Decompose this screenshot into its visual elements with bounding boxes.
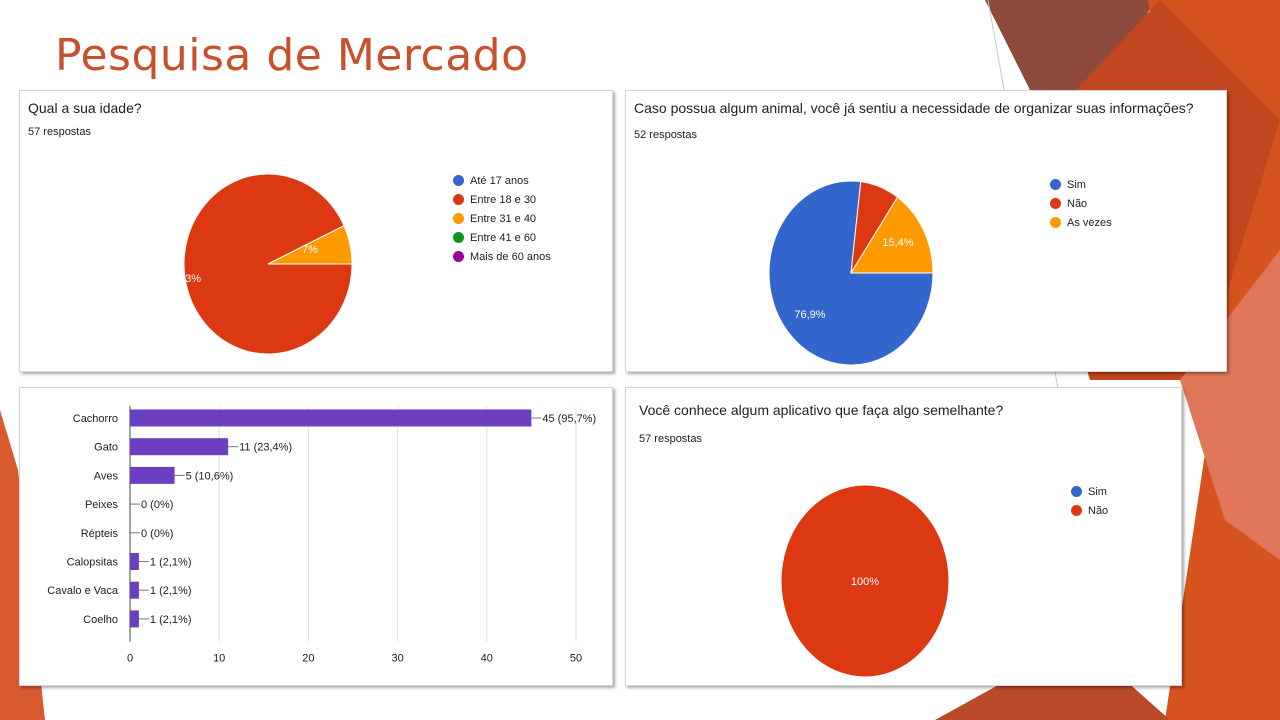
bar-coelho [130,610,139,628]
organize-legend-swatch [1050,198,1061,209]
organize-legend: Sim Não As vezes [1050,175,1112,232]
age-legend-item-ate-17-anos: Até 17 anos [453,171,551,190]
app-slice-label-nao: 100% [851,576,879,588]
organize-slice-label-as-vezes: 15,4% [882,237,913,249]
app-slice-nao [780,484,950,678]
age-pie-slices: 93% 7% [179,173,353,355]
organize-legend-item-nao: Não [1050,194,1112,213]
app-response-count: 57 respostas [639,433,702,445]
bar-x-tick-label: 0 [127,653,133,665]
age-legend-swatch [453,213,464,224]
bar-category-label-calopsitas: Calopsitas [67,557,119,569]
age-slice-label-entre-31-e-40: 7% [302,244,318,256]
organize-legend-label: Não [1067,197,1088,210]
bar-x-tick-label: 50 [570,653,582,665]
bar-x-tick-label: 30 [391,653,403,665]
age-legend-label: Mais de 60 anos [470,250,551,263]
age-chart-card: Qual a sua idade? 57 respostas 93% 7% Até… [19,90,613,372]
bar-value-label-gato: 11 (23,4%) [239,442,292,454]
age-legend-item-entre-18-e-30: Entre 18 e 30 [453,190,551,209]
age-legend-item-mais-de-60-anos: Mais de 60 anos [453,247,551,266]
app-legend: Sim Não [1071,482,1108,520]
age-legend-item-entre-31-e-40: Entre 31 e 40 [453,209,551,228]
bar-value-label-peixes: 0 (0%) [141,499,173,511]
bar-category-label-cavalo-e-vaca: Cavalo e Vaca [47,585,119,597]
bar-category-label-cachorro: Cachorro [73,413,118,425]
age-legend-swatch [453,175,464,186]
age-legend-label: Entre 41 e 60 [470,231,537,244]
bar-x-tick-label: 40 [481,653,493,665]
age-slice-entre-31-e-40 [267,224,353,265]
app-chart-card: Você conhece algum aplicativo que faça a… [625,387,1182,686]
age-question-title: Qual a sua idade? [28,100,142,116]
bar-gato [130,438,229,456]
app-legend-label: Sim [1088,485,1107,498]
age-legend-label: Entre 18 e 30 [470,193,537,206]
organize-chart-card: Caso possua algum animal, você já sentiu… [625,90,1227,372]
animals-chart-card: 0 10 20 30 40 50 Cachorro 45 (95,7%) Gato 11 (23,… [19,387,613,686]
app-pie-slices: 100% [780,484,950,678]
bar-cavalo-e-vaca [130,581,139,599]
app-legend-swatch [1071,486,1082,497]
organize-slice-as-vezes [850,196,934,274]
age-pie-chart: 93% 7% [179,173,353,355]
organize-pie-chart: 76,9% 15,4% [768,180,934,366]
bar-x-tick-label: 10 [213,653,225,665]
bar-value-label-repteis: 0 (0%) [141,528,173,540]
age-legend-swatch [453,251,464,262]
app-legend-item-sim: Sim [1071,482,1108,501]
bg-shape-top-right-dark [985,0,1155,160]
bar-category-label-repteis: Répteis [81,528,119,540]
app-legend-item-nao: Não [1071,501,1108,520]
age-legend: Até 17 anos Entre 18 e 30 Entre 31 e 40 Ent… [453,171,551,266]
organize-legend-swatch [1050,179,1061,190]
bar-aves [130,466,175,484]
animals-bar-chart: 0 10 20 30 40 50 Cachorro 45 (95,7%) Gato 11 (23,… [47,406,596,665]
bar-value-label-cavalo-e-vaca: 1 (2,1%) [150,585,192,597]
age-legend-swatch [453,194,464,205]
age-legend-item-entre-41-e-60: Entre 41 e 60 [453,228,551,247]
organize-legend-label: Sim [1067,178,1086,191]
organize-legend-label: As vezes [1067,216,1112,229]
bar-category-label-peixes: Peixes [85,499,119,511]
age-response-count: 57 respostas [28,126,91,138]
bar-category-label-aves: Aves [94,470,119,482]
age-slice-label-entre-18-e-30: 93% [179,273,201,285]
organize-legend-item-sim: Sim [1050,175,1112,194]
bar-value-label-cachorro: 45 (95,7%) [542,413,596,425]
bar-x-tick-label: 20 [302,653,314,665]
bar-value-label-calopsitas: 1 (2,1%) [150,557,192,569]
app-question-title: Você conhece algum aplicativo que faça a… [639,402,1004,418]
age-legend-swatch [453,232,464,243]
bar-category-label-coelho: Coelho [83,614,118,626]
bar-cachorro [130,409,532,427]
organize-response-count: 52 respostas [634,129,697,141]
bar-category-label-gato: Gato [94,442,118,454]
app-pie-chart: 100% [780,484,950,678]
organize-slice-label-sim: 76,9% [794,309,825,321]
app-legend-swatch [1071,505,1082,516]
organize-question-title: Caso possua algum animal, você já sentiu… [634,100,1194,116]
bg-shape-right-light [1180,250,1280,560]
age-legend-label: Até 17 anos [470,174,529,187]
age-legend-label: Entre 31 e 40 [470,212,537,225]
bar-calopsitas [130,553,139,570]
slide-title: Pesquisa de Mercado [55,30,529,81]
bar-value-label-aves: 5 (10,6%) [186,470,234,482]
organize-legend-swatch [1050,217,1061,228]
organize-pie-slices: 76,9% 15,4% [768,180,934,366]
app-legend-label: Não [1088,504,1109,517]
organize-legend-item-as-vezes: As vezes [1050,213,1112,232]
bar-value-label-coelho: 1 (2,1%) [150,614,192,626]
